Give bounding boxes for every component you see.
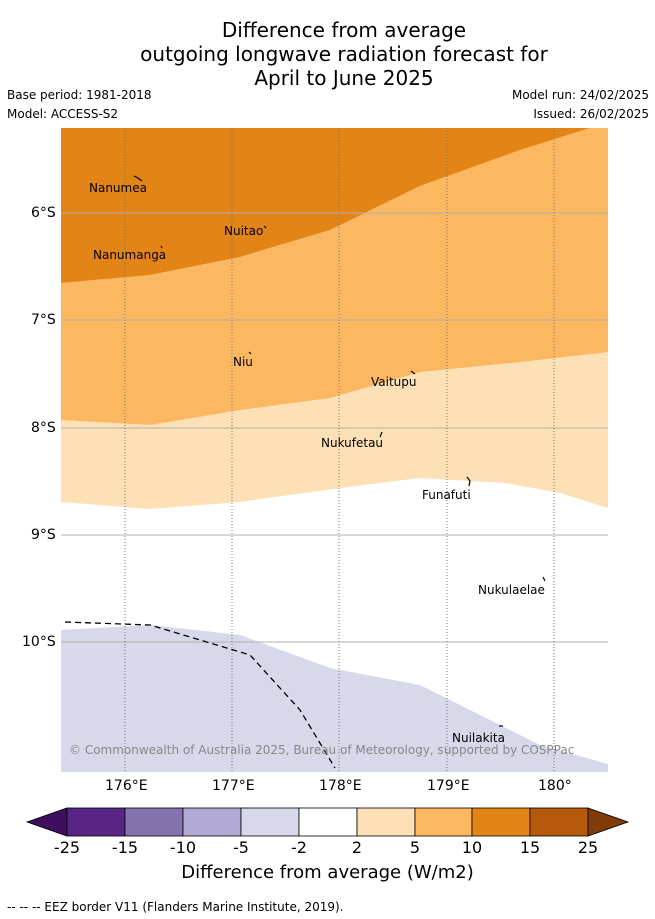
eez-footnote: -- -- -- EEZ border V11 (Flanders Marine… — [7, 900, 344, 914]
island-nukufetau-shape — [379, 431, 383, 438]
colorbar-swatch-minus25 — [66, 807, 126, 837]
lat-label-10s: 10°S — [22, 634, 56, 650]
region-minus2-to-minus5 — [61, 625, 608, 772]
colorbar — [25, 807, 630, 837]
colorbar-swatch-minus10 — [182, 807, 242, 837]
colorbar-tick-label: -15 — [111, 838, 139, 857]
lat-label-8s: 8°S — [31, 420, 56, 436]
island-label-funafuti: Funafuti — [422, 488, 471, 502]
title-line-3: April to June 2025 — [254, 66, 434, 90]
colorbar-swatch-minus15 — [124, 807, 184, 837]
issued-date: Issued: 26/02/2025 — [533, 107, 649, 121]
colorbar-swatch-15 — [529, 807, 589, 837]
colorbar-tick-label: 2 — [351, 838, 363, 857]
lat-label-7s: 7°S — [31, 312, 56, 328]
lon-label-177e: 177°E — [212, 778, 255, 794]
colorbar-swatch-minus5 — [240, 807, 300, 837]
lat-label-9s: 9°S — [31, 527, 56, 543]
island-nukulaelae-shape — [542, 576, 546, 582]
island-niu-shape — [248, 351, 252, 355]
island-nuitao-shape — [263, 225, 267, 229]
island-shapes — [133, 175, 546, 727]
copyright-text: © Commonwealth of Australia 2025, Bureau… — [69, 743, 574, 757]
chart-title: Difference from average outgoing longwav… — [0, 18, 655, 90]
island-label-nukufetau: Nukufetau — [321, 436, 383, 450]
colorbar-title: Difference from average (W/m2) — [181, 862, 474, 883]
colorbar-swatch-2 — [356, 807, 416, 837]
island-label-nukulaelae: Nukulaelae — [478, 583, 545, 597]
region-10-to-15 — [61, 128, 590, 283]
colorbar-tick-label: 25 — [577, 838, 599, 857]
island-label-nanumea: Nanumea — [89, 181, 147, 195]
latitude-gridlines — [61, 212, 608, 643]
lat-label-6s: 6°S — [31, 205, 56, 221]
region-5-to-10 — [61, 128, 608, 425]
colorbar-tick-label: 10 — [461, 838, 483, 857]
island-label-vaitupu: Vaitupu — [371, 375, 417, 389]
colorbar-tick-label: 15 — [519, 838, 541, 857]
island-nanumea-shape — [133, 175, 143, 182]
island-label-niu: Niu — [233, 355, 253, 369]
colorbar-swatch-10 — [471, 807, 531, 837]
island-label-nanumanga: Nanumanga — [93, 248, 166, 262]
island-vaitupu-shape — [410, 370, 416, 375]
region-2-to-5 — [61, 350, 608, 509]
island-label-nuitao: Nuitao — [224, 224, 263, 238]
colorbar-swatch-5 — [414, 807, 473, 837]
colorbar-tick-label: -2 — [291, 838, 307, 857]
lon-label-178e: 178°E — [319, 778, 362, 794]
island-label-nuilakita: Nuilakita — [452, 731, 505, 745]
title-line-2: outgoing longwave radiation forecast for — [140, 42, 548, 66]
model-name: Model: ACCESS-S2 — [7, 107, 119, 121]
colorbar-swatch-below-minus25 — [25, 807, 68, 837]
lon-label-180: 180° — [538, 778, 572, 794]
island-nanumanga-shape — [160, 245, 163, 249]
colorbar-swatch-above-25 — [587, 807, 630, 837]
base-period: Base period: 1981-2018 — [7, 88, 152, 102]
longitude-gridlines — [124, 128, 555, 772]
colorbar-tick-label: 5 — [409, 838, 421, 857]
lon-label-176e: 176°E — [105, 778, 148, 794]
island-funafuti-shape — [466, 476, 471, 487]
title-line-1: Difference from average — [221, 18, 467, 42]
lon-label-179e: 179°E — [427, 778, 470, 794]
model-run: Model run: 24/02/2025 — [511, 88, 649, 102]
colorbar-tick-label: -5 — [233, 838, 249, 857]
colorbar-swatch-minus2 — [298, 807, 358, 837]
colorbar-tick-label: -25 — [53, 838, 81, 857]
colorbar-tick-label: -10 — [169, 838, 197, 857]
